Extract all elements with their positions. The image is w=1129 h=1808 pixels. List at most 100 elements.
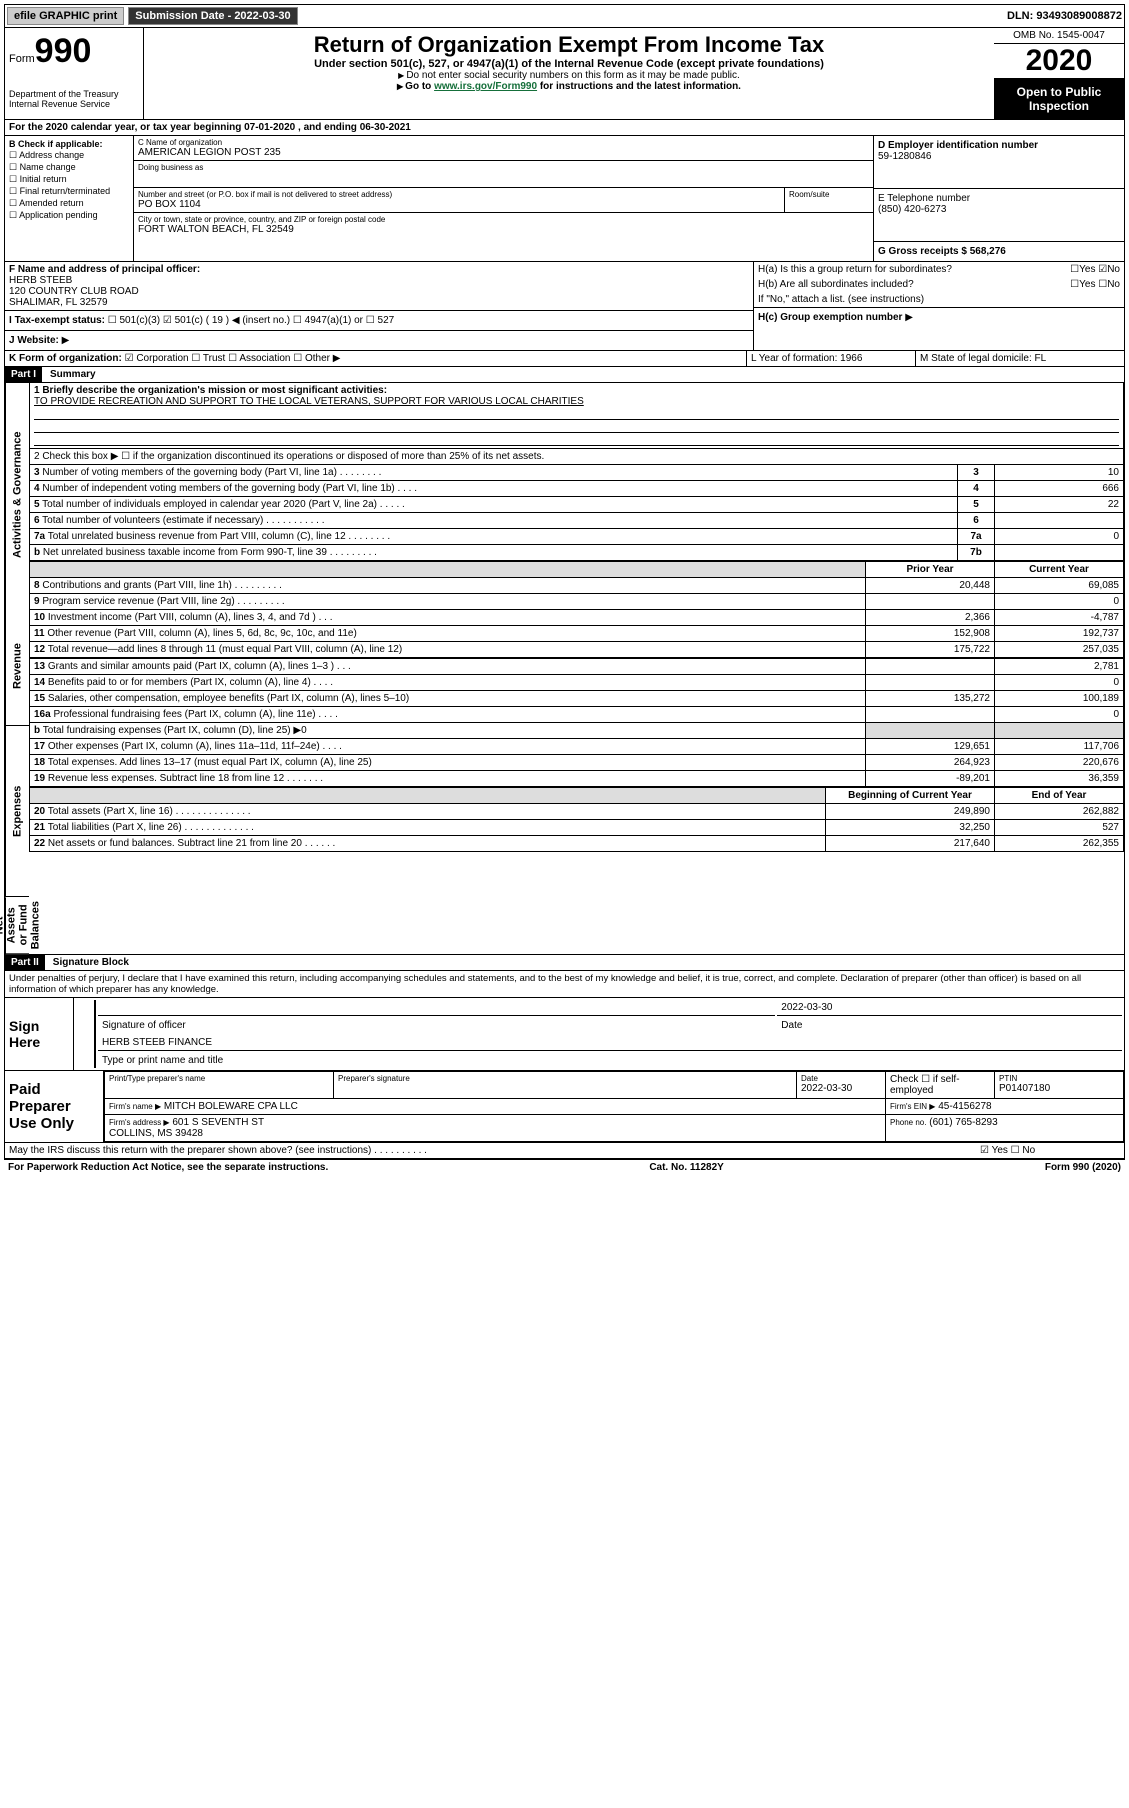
- irs-link[interactable]: www.irs.gov/Form990: [434, 81, 537, 92]
- footer-right: Form 990 (2020): [1045, 1162, 1121, 1173]
- submission-date-button[interactable]: Submission Date - 2022-03-30: [128, 7, 297, 25]
- l-label: L Year of formation: 1966: [747, 351, 916, 366]
- vlabel-governance: Activities & Governance: [5, 383, 29, 607]
- revenue-table: Prior YearCurrent Year 8 Contributions a…: [29, 561, 1124, 658]
- table-row: 13 Grants and similar amounts paid (Part…: [30, 659, 1124, 675]
- part2-badge: Part II: [5, 955, 45, 970]
- addr-value: PO BOX 1104: [138, 199, 780, 210]
- org-name-label: C Name of organization: [138, 138, 869, 147]
- officer-value: HERB STEEB 120 COUNTRY CLUB ROAD SHALIMA…: [9, 275, 749, 308]
- form-subtitle: Under section 501(c), 527, or 4947(a)(1)…: [148, 58, 990, 70]
- ha-label: H(a) Is this a group return for subordin…: [758, 264, 952, 275]
- table-row: 8 Contributions and grants (Part VIII, l…: [30, 578, 1124, 594]
- check-application[interactable]: ☐ Application pending: [9, 210, 129, 221]
- sig-name-label: Type or print name and title: [98, 1053, 1122, 1068]
- hc-label: H(c) Group exemption number: [758, 312, 902, 323]
- efile-button[interactable]: efile GRAPHIC print: [7, 7, 124, 25]
- vlabel-revenue: Revenue: [5, 607, 29, 726]
- hb-yes[interactable]: ☐Yes: [1070, 279, 1095, 290]
- ha-yes[interactable]: ☐Yes: [1070, 264, 1095, 275]
- firm-ein: 45-4156278: [938, 1101, 991, 1112]
- m-label: M State of legal domicile: FL: [916, 351, 1124, 366]
- top-bar: efile GRAPHIC print Submission Date - 20…: [4, 4, 1125, 28]
- firm-phone: (601) 765-8293: [929, 1117, 997, 1128]
- table-row: 18 Total expenses. Add lines 13–17 (must…: [30, 755, 1124, 771]
- table-row: 5 Total number of individuals employed i…: [30, 497, 1124, 513]
- table-row: 14 Benefits paid to or for members (Part…: [30, 675, 1124, 691]
- part1-title: Summary: [42, 369, 96, 380]
- hb-note: If "No," attach a list. (see instruction…: [754, 292, 1124, 308]
- ein-value: 59-1280846: [878, 151, 1120, 162]
- table-row: 11 Other revenue (Part VIII, column (A),…: [30, 626, 1124, 642]
- check-name[interactable]: ☐ Name change: [9, 162, 129, 173]
- table-row: 7a Total unrelated business revenue from…: [30, 529, 1124, 545]
- sig-date: 2022-03-30: [777, 1000, 1122, 1016]
- omb-label: OMB No. 1545-0047: [994, 28, 1124, 44]
- sign-here-block: Sign Here 2022-03-30 Signature of office…: [4, 998, 1125, 1071]
- fh-block: F Name and address of principal officer:…: [4, 262, 1125, 351]
- check-other[interactable]: ☐ Other ▶: [293, 353, 340, 364]
- check-527[interactable]: ☐ 527: [366, 315, 394, 326]
- firm-ein-label: Firm's EIN ▶: [890, 1102, 935, 1111]
- paid-preparer-block: Paid Preparer Use Only Print/Type prepar…: [4, 1071, 1125, 1143]
- sig-officer-label: Signature of officer: [98, 1018, 775, 1033]
- check-501c[interactable]: ☑ 501(c) ( 19 ): [163, 315, 229, 326]
- hb-no[interactable]: ☐No: [1098, 279, 1120, 290]
- website-label: J Website:: [9, 335, 59, 346]
- table-row: 19 Revenue less expenses. Subtract line …: [30, 771, 1124, 787]
- k-label: K Form of organization:: [9, 353, 122, 364]
- table-row: 21 Total liabilities (Part X, line 26) .…: [30, 820, 1124, 836]
- city-label: City or town, state or province, country…: [138, 215, 869, 224]
- footer-left: For Paperwork Reduction Act Notice, see …: [8, 1162, 328, 1173]
- sign-here-label: Sign Here: [5, 998, 74, 1070]
- sign-arrow-icon: [76, 1000, 96, 1068]
- table-row: 15 Salaries, other compensation, employe…: [30, 691, 1124, 707]
- prep-name-label: Print/Type preparer's name: [109, 1074, 329, 1083]
- firm-name: MITCH BOLEWARE CPA LLC: [164, 1101, 298, 1112]
- check-assoc[interactable]: ☐ Association: [228, 353, 290, 364]
- check-amended[interactable]: ☐ Amended return: [9, 198, 129, 209]
- check-initial[interactable]: ☐ Initial return: [9, 174, 129, 185]
- line1-text: TO PROVIDE RECREATION AND SUPPORT TO THE…: [34, 396, 1119, 407]
- addr-label: Number and street (or P.O. box if mail i…: [138, 190, 780, 199]
- discuss-no[interactable]: ☐ No: [1011, 1145, 1036, 1156]
- gross-label: G Gross receipts $ 568,276: [878, 246, 1120, 257]
- check-501c3[interactable]: ☐ 501(c)(3): [108, 315, 160, 326]
- check-address[interactable]: ☐ Address change: [9, 150, 129, 161]
- tax-exempt-label: I Tax-exempt status:: [9, 315, 105, 326]
- table-row: 10 Investment income (Part VIII, column …: [30, 610, 1124, 626]
- ha-no[interactable]: ☑No: [1098, 264, 1120, 275]
- summary-body: Activities & Governance Revenue Expenses…: [4, 383, 1125, 955]
- prep-date-label: Date: [801, 1074, 881, 1083]
- form-header: Form990 Department of the Treasury Inter…: [4, 28, 1125, 120]
- vlabel-netassets: Net Assets or Fund Balances: [5, 897, 29, 954]
- vlabel-expenses: Expenses: [5, 726, 29, 897]
- check-4947[interactable]: ☐ 4947(a)(1) or: [293, 315, 363, 326]
- paid-label: Paid Preparer Use Only: [5, 1071, 104, 1142]
- table-row: 17 Other expenses (Part IX, column (A), …: [30, 739, 1124, 755]
- firm-name-label: Firm's name ▶: [109, 1102, 161, 1111]
- check-corp[interactable]: ☑ Corporation: [125, 353, 189, 364]
- goto-suffix: for instructions and the latest informat…: [537, 81, 741, 92]
- discuss-yes[interactable]: ☑ Yes: [980, 1145, 1008, 1156]
- check-trust[interactable]: ☐ Trust: [191, 353, 225, 364]
- room-label: Room/suite: [789, 190, 869, 199]
- phone-label: E Telephone number: [878, 193, 1120, 204]
- dba-label: Doing business as: [138, 163, 869, 172]
- form-prefix: Form: [9, 53, 35, 65]
- footer-mid: Cat. No. 11282Y: [649, 1162, 723, 1173]
- check-final[interactable]: ☐ Final return/terminated: [9, 186, 129, 197]
- tax-year-label: For the 2020 calendar year, or tax year …: [5, 120, 415, 135]
- phone-value: (850) 420-6273: [878, 204, 1120, 215]
- ptin-label: PTIN: [999, 1074, 1119, 1083]
- goto-prefix: Go to: [397, 81, 434, 92]
- tax-year: 2020: [994, 44, 1124, 79]
- ptin-value: P01407180: [999, 1083, 1119, 1094]
- firm-addr-label: Firm's address ▶: [109, 1118, 170, 1127]
- table-row: 12 Total revenue—add lines 8 through 11 …: [30, 642, 1124, 658]
- prep-check[interactable]: Check ☐ if self-employed: [886, 1072, 995, 1099]
- table-row: 20 Total assets (Part X, line 16) . . . …: [30, 804, 1124, 820]
- firm-phone-label: Phone no.: [890, 1118, 926, 1127]
- sig-name: HERB STEEB FINANCE: [98, 1035, 1122, 1051]
- ssn-note: Do not enter social security numbers on …: [148, 70, 990, 81]
